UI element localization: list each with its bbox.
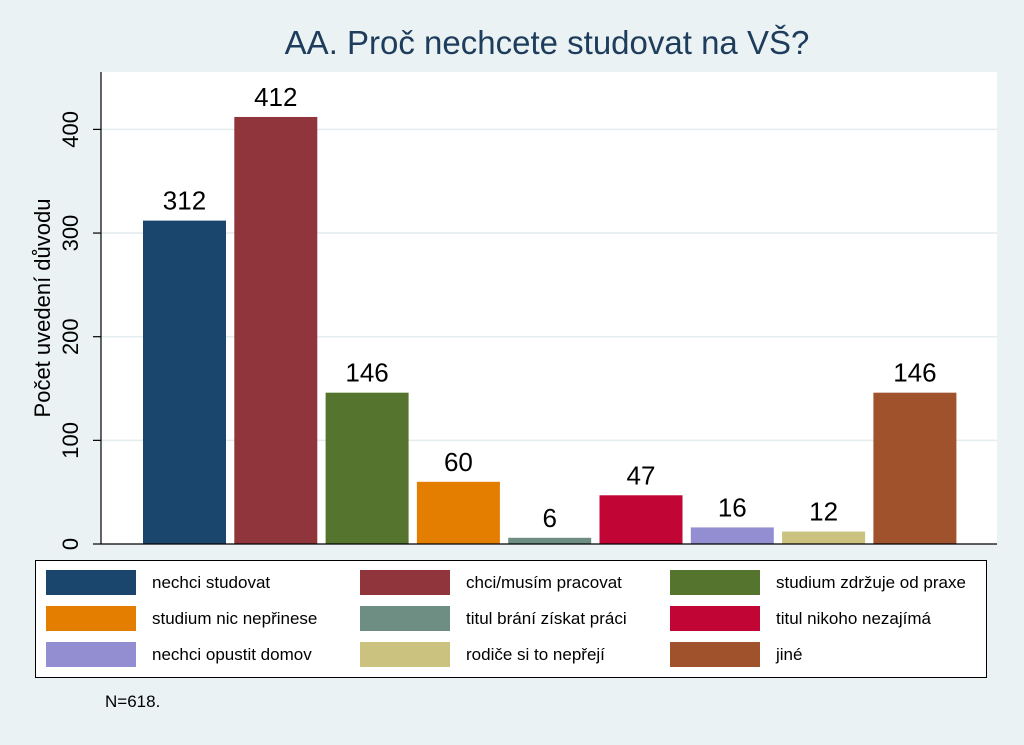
bar-value-label: 12 [809,497,838,527]
bar [690,527,774,544]
y-axis-label: Počet uvedení důvodu [30,199,55,418]
legend-swatch [360,570,450,595]
bars [143,116,957,544]
legend-swatch [46,642,136,667]
legend-item: titul nikoho nezajímá [670,606,931,631]
legend-swatch [670,570,760,595]
plot-area: 312 412 146 60 6 47 16 12 146 0 100 200 300 400 Poče… [30,72,997,550]
legend-label: nechci studovat [152,572,271,592]
chart-title: AA. Proč nechcete studovat na VŠ? [284,24,810,61]
legend-label: rodiče si to nepřejí [466,644,605,664]
legend-label: studium nic nepřinese [152,608,318,628]
y-axis-ticks: 0 100 200 300 400 [58,111,101,550]
bar [143,220,226,544]
bar-value-label: 146 [893,358,936,388]
bar-value-labels: 312 412 146 60 6 47 16 12 146 [163,82,937,533]
y-tick-label: 300 [58,215,83,252]
bar-value-label: 16 [718,492,747,522]
bar-value-label: 47 [627,460,656,490]
legend-label: nechci opustit domov [152,644,312,664]
legend-item: rodiče si to nepřejí [360,642,605,667]
bar [416,481,500,544]
legend: nechci studovat chci/musím pracovat studiu… [35,560,987,678]
y-tick-label: 100 [58,422,83,459]
legend-label: titul nikoho nezajímá [776,608,931,628]
bar-value-label: 312 [163,186,206,216]
legend-item: chci/musím pracovat [360,570,622,595]
bar [325,392,409,544]
legend-label: chci/musím pracovat [466,572,622,592]
legend-item: nechci opustit domov [46,642,312,667]
legend-swatch [46,606,136,631]
legend-label: titul brání získat práci [466,608,627,628]
y-tick-label: 200 [58,318,83,355]
legend-swatch [360,642,450,667]
sample-size-note: N=618. [105,692,161,711]
y-tick-label: 400 [58,111,83,148]
legend-swatch [670,606,760,631]
legend-swatch [670,642,760,667]
legend-swatch [360,606,450,631]
legend-item: jiné [670,642,802,667]
bar [873,392,957,544]
bar [234,116,318,544]
legend-item: studium zdržuje od praxe [670,570,966,595]
legend-item: nechci studovat [46,570,270,595]
bar [599,495,683,544]
legend-item: titul brání získat práci [360,606,627,631]
y-tick-label: 0 [58,538,83,550]
bar-value-label: 412 [254,82,297,112]
bar [782,531,866,544]
legend-swatch [46,570,136,595]
bar [508,537,592,544]
legend-label: jiné [776,644,803,664]
legend-label: studium zdržuje od praxe [776,572,966,592]
bar-value-label: 146 [345,358,388,388]
bar-value-label: 6 [542,503,556,533]
legend-item: studium nic nepřinese [46,606,317,631]
bar-value-label: 60 [444,447,473,477]
